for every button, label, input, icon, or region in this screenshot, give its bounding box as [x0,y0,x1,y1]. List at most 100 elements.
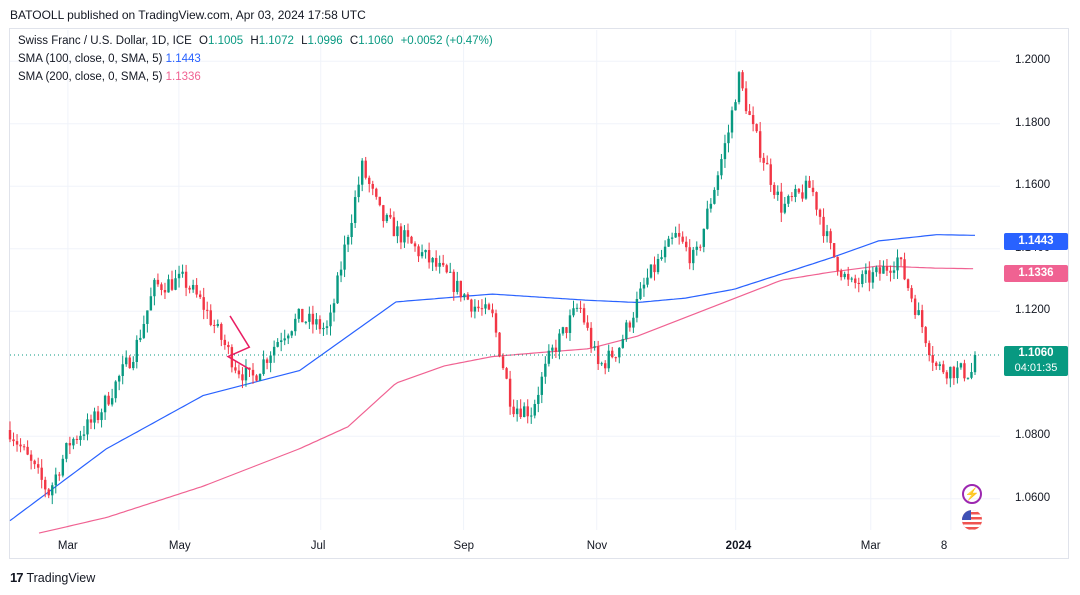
candle-body [149,296,153,311]
candle-body [195,284,198,295]
tradingview-logo-icon: 17 [10,570,24,585]
candle-body [924,327,927,344]
candle-body [794,188,797,197]
candle-body [727,132,730,144]
x-tick-label: May [168,540,191,552]
candle-body [417,246,420,257]
candle-body [744,88,748,112]
candle-body [403,230,406,243]
us-flag-icon[interactable] [962,510,982,530]
x-tick-label: Mar [57,540,78,552]
candle-body [371,183,374,189]
sma100-legend-value: 1.1443 [165,53,201,65]
candle-body [29,454,33,461]
candle-body [265,359,269,363]
candle-body [942,364,945,373]
candle-body [304,321,308,323]
candle-body [854,278,857,283]
candle-body [928,343,931,356]
candle-body [368,177,371,184]
candle-body [283,338,286,341]
candle-body [360,160,364,185]
candle-body [773,184,776,195]
candle-body [174,278,177,290]
candle-body [244,367,248,381]
candle-body [811,187,815,193]
candle-body [709,203,713,209]
candle-body [653,264,656,273]
candle-body [279,340,283,343]
candle-body [692,249,695,264]
candle-body [135,339,138,362]
candle-body [762,157,765,163]
candle-body [716,175,720,190]
flash-icon[interactable]: ⚡ [962,484,982,504]
candle-body [181,271,184,274]
candle-body [667,238,670,247]
candle-body [572,308,575,316]
candle-body [966,377,970,379]
candle-body [198,294,202,298]
x-tick-label: 2024 [725,540,752,552]
candle-body [695,246,698,250]
candle-body [547,350,551,364]
candle-body [350,222,353,238]
chart-frame [9,28,1069,559]
candle-body [501,356,505,369]
legend-main[interactable]: Swiss Franc / U.S. Dollar, 1D, ICE O1.10… [18,35,493,47]
candle-body [93,411,96,423]
candle-body [449,271,452,273]
candle-body [156,279,160,285]
candle-body [850,278,853,280]
candle-body [202,297,205,310]
candle-body [272,346,276,356]
x-tick-label: Sep [453,540,475,552]
candle-body [639,288,642,299]
x-tick-label: Nov [586,540,608,552]
x-tick-label: Jul [310,540,326,552]
candle-body [146,310,149,324]
candle-body [445,265,448,273]
candle-body [19,444,22,447]
candle-body [741,72,744,89]
candle-body [801,192,804,199]
candle-body [913,298,917,315]
candle-body [114,381,117,399]
sma200-legend-value: 1.1336 [165,71,201,83]
candle-body [628,322,632,328]
candle-body [276,342,279,347]
candle-body [47,489,50,496]
candle-body [406,230,410,237]
candle-body [963,363,966,379]
candlestick-series [8,70,977,505]
candle-body [128,357,131,369]
candle-body [618,347,621,358]
candle-body [861,274,864,285]
candle-body [674,232,677,238]
candle-body [737,72,741,103]
candle-body [480,308,484,310]
low-label: L [301,35,308,47]
candle-body [269,355,272,363]
candle-body [582,308,586,323]
candle-body [65,443,68,459]
candle-body [847,273,850,280]
candle-body [290,331,293,336]
legend-sma100[interactable]: SMA (100, close, 0, SMA, 5) 1.1443 [18,53,201,65]
candle-body [167,279,170,293]
sma100-series [9,234,975,522]
candle-body [125,357,128,365]
candle-body [336,275,339,304]
candle-body [477,306,480,309]
candle-body [107,395,110,405]
candle-body [825,231,829,237]
candle-body [339,269,343,276]
sma100-label: SMA (100, close, 0, SMA, 5) [18,53,163,65]
candle-body [33,460,36,465]
candle-body [494,313,498,333]
candle-body [790,196,794,198]
candle-body [424,250,427,253]
footer-brand[interactable]: TradingView [26,570,96,585]
legend-sma200[interactable]: SMA (200, close, 0, SMA, 5) 1.1336 [18,71,201,83]
